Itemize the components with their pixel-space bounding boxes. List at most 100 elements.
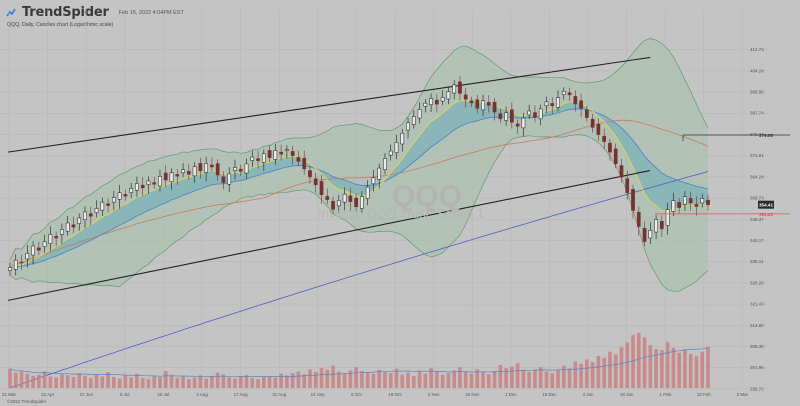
candle: [608, 138, 612, 161]
candle-body: [19, 261, 24, 264]
resistance-price-label-text: 379.55: [759, 133, 773, 138]
volume-bar: [481, 372, 485, 388]
y-axis-tick-label: 379.74: [750, 132, 764, 137]
volume-bar: [169, 374, 174, 388]
volume-bar: [48, 376, 53, 388]
volume-bar: [625, 342, 630, 388]
candle-body: [169, 172, 174, 182]
candle-body: [129, 188, 133, 193]
x-axis-tick-label: 20 Jul: [157, 392, 169, 397]
candle-body: [371, 177, 376, 184]
candle: [111, 190, 116, 211]
candle-body: [642, 227, 647, 242]
bollinger-band-fill: [10, 38, 708, 292]
volume-bar: [100, 376, 105, 388]
candle: [117, 184, 122, 209]
candle: [452, 79, 457, 100]
candle-body: [290, 151, 295, 156]
candle: [267, 145, 272, 162]
volume-bar: [631, 335, 635, 388]
volume-bar: [486, 374, 491, 388]
candle-body: [492, 101, 497, 113]
volume-bar: [175, 378, 180, 388]
candle: [371, 170, 376, 192]
candle-body: [498, 113, 503, 120]
volume-bar: [88, 378, 93, 388]
candle: [481, 94, 485, 117]
candle: [285, 145, 289, 159]
candle: [688, 191, 693, 211]
volume-bar: [642, 337, 647, 388]
candle: [590, 113, 595, 133]
candle-body: [227, 173, 232, 185]
volume-bar: [227, 377, 232, 388]
y-axis-tick-label: 387.74: [750, 111, 764, 116]
candle: [406, 117, 410, 139]
candle: [527, 104, 532, 120]
candle: [602, 128, 607, 150]
volume-average-line: [9, 347, 709, 377]
candle: [42, 234, 47, 253]
candle: [423, 99, 428, 113]
candle-body: [544, 101, 549, 107]
watermark-ticker: QQQ: [392, 180, 463, 213]
volume-bar: [163, 370, 168, 388]
candle: [463, 87, 468, 108]
y-axis-tick-label: 342.17: [750, 238, 764, 243]
volume-bar: [233, 378, 237, 388]
candle-body: [475, 99, 480, 109]
volume-bar: [192, 377, 197, 388]
candle-body: [683, 196, 687, 205]
volume-bar: [602, 357, 606, 388]
channel-lower-trendline: [7, 170, 651, 301]
volume-bar: [452, 370, 456, 388]
candle-body: [579, 100, 583, 109]
volume-bar: [683, 349, 687, 388]
candle-body: [152, 182, 157, 185]
volume-bar: [308, 369, 312, 388]
candle-body: [215, 163, 220, 176]
volume-bar: [25, 373, 30, 388]
candle-body: [100, 201, 105, 211]
volume-bar: [417, 371, 422, 388]
volume-bar: [187, 379, 191, 388]
y-axis-tick-label: 295.72: [750, 386, 764, 391]
volume-bar: [112, 377, 116, 388]
y-axis-tick-label: 412.73: [750, 47, 764, 52]
candle: [631, 184, 635, 219]
candle: [8, 262, 12, 276]
candle-body: [423, 102, 428, 107]
candle-body: [273, 150, 278, 160]
candle: [210, 157, 214, 172]
volume-bar: [371, 373, 376, 388]
candle-body: [94, 208, 99, 214]
volume-bar: [648, 345, 653, 388]
candle: [88, 206, 93, 226]
candle-body: [429, 98, 433, 105]
trendspider-logo-icon: [6, 8, 16, 16]
candle: [238, 164, 243, 176]
volume-bar: [71, 377, 76, 388]
volume-bar: [244, 374, 249, 388]
x-axis-tick-label: 1 Feb: [659, 392, 671, 397]
volume-bar: [469, 373, 474, 388]
y-axis-tick-label: 328.20: [750, 280, 764, 285]
candle-body: [383, 158, 387, 170]
y-axis-tick-label: 314.80: [750, 323, 764, 328]
volume-bar: [360, 370, 364, 388]
candle: [65, 215, 70, 236]
volume-bar: [596, 356, 601, 388]
candle: [19, 254, 24, 270]
candle-body: [388, 150, 393, 156]
candle-body: [181, 169, 185, 174]
candle-body: [440, 97, 445, 102]
volume-bar: [31, 375, 35, 388]
candle-body: [527, 110, 532, 116]
candle-body: [13, 259, 18, 270]
candle: [135, 176, 139, 197]
candle: [585, 105, 589, 122]
candle: [215, 159, 220, 181]
candle: [660, 215, 664, 238]
y-axis-tick-label: 335.11: [750, 259, 764, 264]
